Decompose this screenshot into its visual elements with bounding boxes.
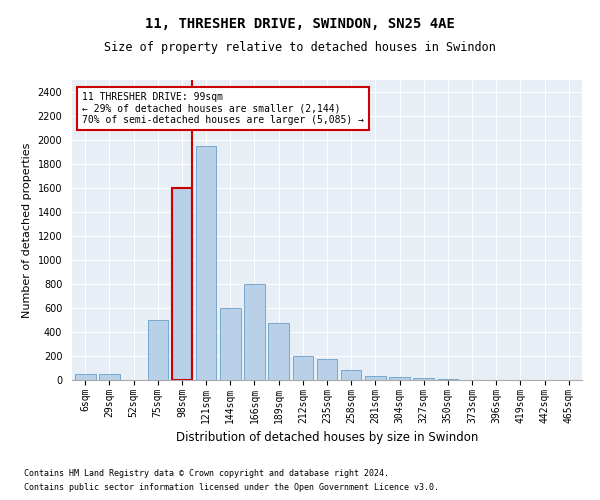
Bar — [365, 376, 386, 380]
Y-axis label: Number of detached properties: Number of detached properties — [22, 142, 32, 318]
Bar — [389, 377, 410, 380]
Text: 11 THRESHER DRIVE: 99sqm
← 29% of detached houses are smaller (2,144)
70% of sem: 11 THRESHER DRIVE: 99sqm ← 29% of detach… — [82, 92, 364, 125]
Bar — [268, 323, 289, 380]
Bar — [341, 370, 361, 380]
Text: Contains HM Land Registry data © Crown copyright and database right 2024.: Contains HM Land Registry data © Crown c… — [24, 468, 389, 477]
Bar — [75, 374, 95, 380]
Bar — [220, 308, 241, 380]
Bar — [99, 374, 120, 380]
Bar — [413, 378, 434, 380]
Bar — [317, 359, 337, 380]
Bar — [172, 188, 192, 380]
Text: Contains public sector information licensed under the Open Government Licence v3: Contains public sector information licen… — [24, 484, 439, 492]
Text: 11, THRESHER DRIVE, SWINDON, SN25 4AE: 11, THRESHER DRIVE, SWINDON, SN25 4AE — [145, 18, 455, 32]
X-axis label: Distribution of detached houses by size in Swindon: Distribution of detached houses by size … — [176, 431, 478, 444]
Text: Size of property relative to detached houses in Swindon: Size of property relative to detached ho… — [104, 41, 496, 54]
Bar — [196, 146, 217, 380]
Bar — [148, 320, 168, 380]
Bar — [244, 284, 265, 380]
Bar — [293, 356, 313, 380]
